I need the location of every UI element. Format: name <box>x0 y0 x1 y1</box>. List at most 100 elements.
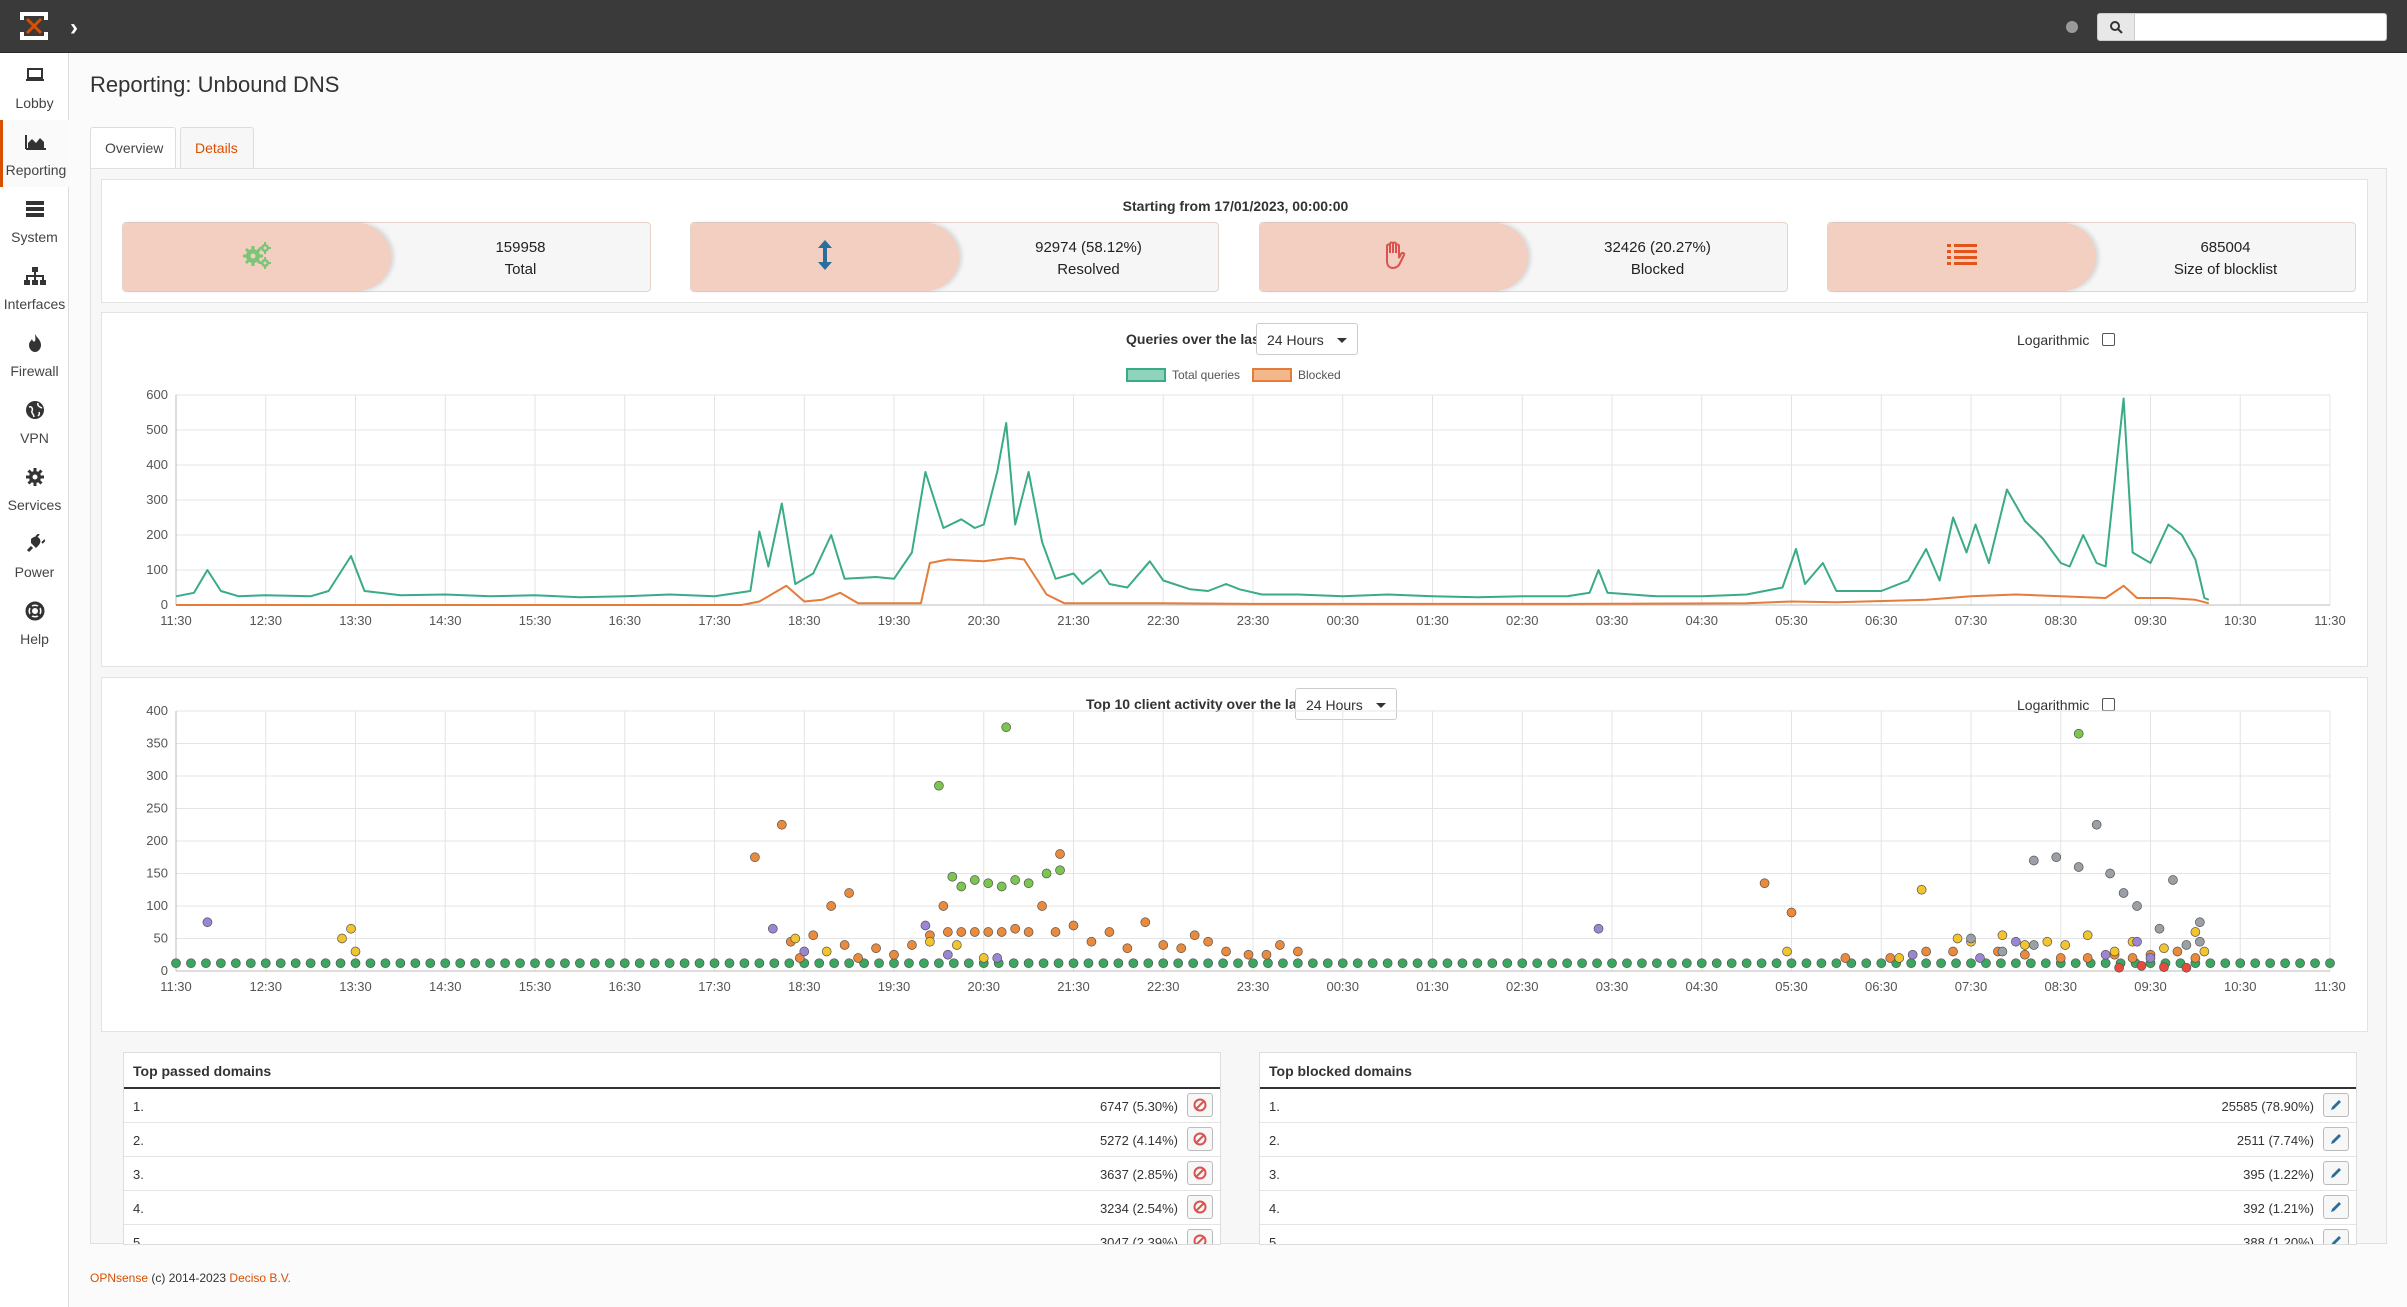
scatter-point <box>1652 958 1662 969</box>
pencil-icon[interactable] <box>2323 1093 2349 1117</box>
scatter-point <box>769 958 780 969</box>
pencil-icon[interactable] <box>2323 1229 2349 1244</box>
scatter-point <box>1907 949 1918 960</box>
row-count: 2511 (7.74%) <box>2236 1133 2314 1148</box>
scatter-point <box>2114 962 2124 973</box>
block-icon[interactable] <box>1187 1093 1213 1117</box>
queries-chart-x-tick-label: 10:30 <box>2224 613 2257 628</box>
sidebar-item-system[interactable]: System <box>0 187 69 254</box>
scatter-point <box>1397 958 1408 969</box>
queries-log-checkbox[interactable] <box>2102 333 2115 346</box>
scatter-point <box>1412 958 1423 969</box>
pencil-icon[interactable] <box>2323 1127 2349 1151</box>
stat-card-resolved: 92974 (58.12%) Resolved <box>690 222 1219 292</box>
scatter-point <box>2070 958 2081 969</box>
queries-chart-x-tick-label: 04:30 <box>1685 613 1718 628</box>
legend-total-queries-label[interactable]: Total queries <box>1172 368 1241 382</box>
scatter-point <box>649 958 660 969</box>
scatter-point <box>365 958 376 969</box>
scatter-point <box>724 958 735 969</box>
scatter-point <box>2091 819 2102 830</box>
opnsense-logo-icon[interactable] <box>18 10 50 42</box>
block-icon[interactable] <box>1187 1195 1213 1219</box>
scatter-point <box>1083 958 1094 969</box>
block-icon[interactable] <box>1187 1127 1213 1151</box>
queries-chart-x-tick-label: 03:30 <box>1596 613 1629 628</box>
scatter-point <box>350 946 361 957</box>
scatter-point <box>1756 958 1767 969</box>
search-input[interactable] <box>2135 13 2387 41</box>
table-row: 4. 392 (1.21%) <box>1260 1191 2356 1225</box>
search-icon[interactable] <box>2097 13 2135 41</box>
scatter-point <box>2235 958 2246 969</box>
clients-range-select[interactable]: 24 Hours <box>1295 688 1397 720</box>
scatter-point <box>1771 958 1782 969</box>
sidebar-toggle-icon[interactable]: › <box>70 14 78 41</box>
footer-brand-link[interactable]: OPNsense <box>90 1271 149 1285</box>
clients-range-value: 24 Hours <box>1306 697 1363 713</box>
scatter-point <box>904 958 914 969</box>
table-row: 5. 3047 (2.39%) <box>124 1225 1220 1244</box>
legend-blocked-label[interactable]: Blocked <box>1298 368 1341 382</box>
hand-icon <box>1381 241 1407 274</box>
legend-total-queries-swatch[interactable] <box>1126 368 1166 382</box>
scatter-point <box>425 958 436 969</box>
scatter-point <box>1502 958 1513 969</box>
scatter-point <box>1023 927 1034 937</box>
block-icon[interactable] <box>1187 1161 1213 1185</box>
scatter-point <box>560 958 570 969</box>
scatter-point <box>2181 962 2192 973</box>
scatter-point <box>1352 958 1363 969</box>
row-index: 5. <box>1269 1235 1280 1245</box>
scatter-point <box>2060 940 2071 950</box>
sidebar-item-lobby[interactable]: Lobby <box>0 53 69 120</box>
sidebar-item-help[interactable]: Help <box>0 589 69 656</box>
tab-details[interactable]: Details <box>180 127 254 169</box>
sidebar-item-power[interactable]: Power <box>0 522 69 589</box>
queries-chart-x-tick-label: 19:30 <box>878 613 911 628</box>
scatter-point <box>2055 953 2066 963</box>
arrows-vertical-icon <box>818 239 832 275</box>
scatter-point <box>1275 940 1285 950</box>
sidebar-item-services[interactable]: Services <box>0 455 69 522</box>
scatter-point <box>844 888 854 898</box>
scatter-point <box>2145 953 2156 963</box>
scatter-point <box>1996 958 2006 969</box>
table-row: 2. 2511 (7.74%) <box>1260 1123 2356 1157</box>
scatter-point <box>839 940 850 950</box>
queries-range-select[interactable]: 24 Hours <box>1256 323 1358 355</box>
tab-overview[interactable]: Overview <box>90 127 176 169</box>
scatter-point <box>1966 958 1976 969</box>
scatter-point <box>545 958 555 969</box>
scatter-point <box>871 943 881 954</box>
clients-chart-x-tick-label: 11:30 <box>160 979 192 994</box>
pencil-icon[interactable] <box>2323 1195 2349 1219</box>
scatter-point <box>2100 958 2111 969</box>
sidebar-item-vpn[interactable]: VPN <box>0 388 69 455</box>
scatter-point <box>1681 958 1692 969</box>
row-count: 5272 (4.14%) <box>1099 1133 1178 1148</box>
scatter-point <box>920 920 931 931</box>
scatter-point <box>919 958 929 969</box>
legend-blocked-swatch[interactable] <box>1252 368 1292 382</box>
sidebar-item-reporting[interactable]: Reporting <box>0 120 69 187</box>
sidebar-item-interfaces[interactable]: Interfaces <box>0 254 69 321</box>
scatter-point <box>2011 936 2021 947</box>
block-icon[interactable] <box>1187 1229 1213 1244</box>
scatter-point <box>1055 849 1065 859</box>
scatter-point <box>1487 958 1498 969</box>
footer-company-link[interactable]: Deciso B.V. <box>229 1271 292 1285</box>
scatter-point <box>395 958 406 969</box>
scatter-point <box>808 930 819 941</box>
scatter-point <box>1593 923 1604 934</box>
scatter-point <box>784 958 795 969</box>
queries-range-value: 24 Hours <box>1267 332 1324 348</box>
pencil-icon[interactable] <box>2323 1161 2349 1185</box>
sidebar-item-firewall[interactable]: Firewall <box>0 321 69 388</box>
clients-chart-panel: Top 10 client activity over the last 24 … <box>101 677 2368 1032</box>
scatter-point <box>2195 936 2205 947</box>
scatter-point <box>2265 958 2276 969</box>
status-indicator-icon[interactable] <box>2066 21 2078 33</box>
queries-chart-y-tick-label: 400 <box>146 457 168 472</box>
queries-chart-x-tick-label: 06:30 <box>1865 613 1898 628</box>
